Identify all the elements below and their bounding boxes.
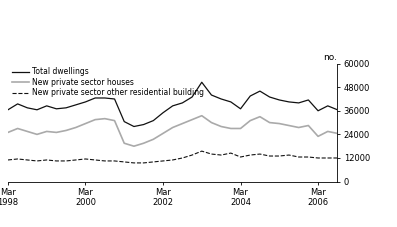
Legend: Total dwellings, New private sector houses, New private sector other residential: Total dwellings, New private sector hous… (12, 67, 204, 97)
Text: no.: no. (324, 53, 337, 62)
